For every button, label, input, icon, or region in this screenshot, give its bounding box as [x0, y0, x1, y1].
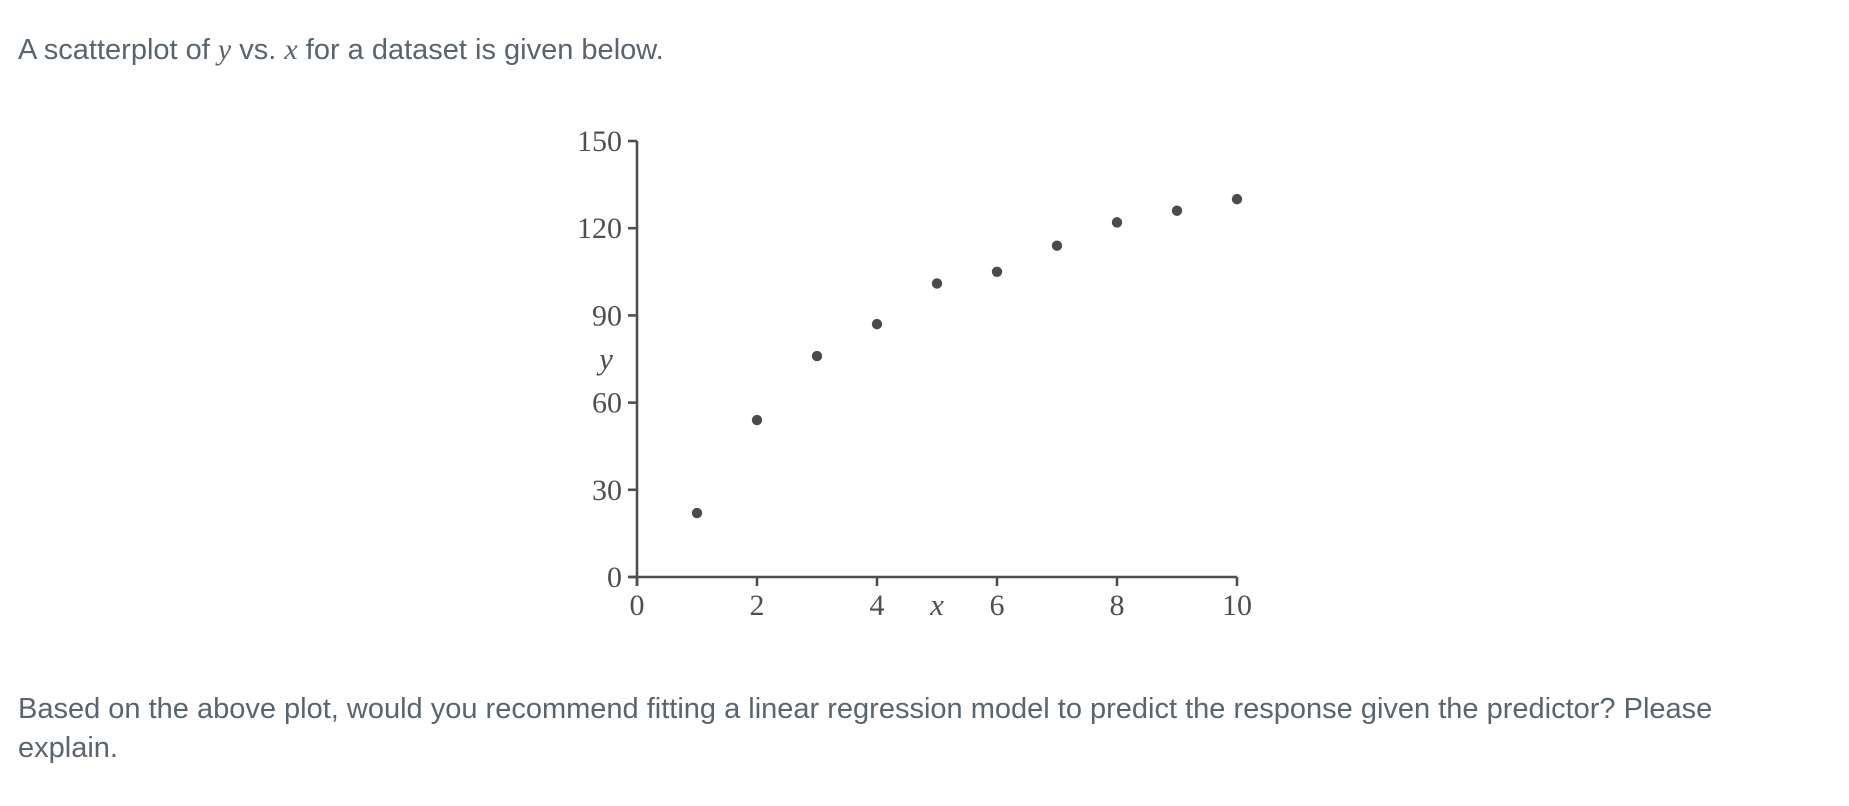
x-axis-title: x [929, 587, 944, 622]
intro-part2: vs. [231, 34, 285, 66]
data-point [1231, 193, 1243, 205]
x-tick-label: 10 [1222, 589, 1252, 622]
intro-paragraph: A scatterplot of y vs. x for a dataset i… [18, 30, 1758, 70]
data-point [691, 507, 703, 519]
y-axis-title: y [596, 341, 613, 376]
intro-part1: A scatterplot of [18, 34, 218, 66]
data-point [751, 414, 763, 426]
intro-part3: for a dataset is given below. [297, 34, 664, 66]
x-tick-label: 6 [990, 589, 1005, 622]
y-tick-label: 90 [592, 299, 622, 332]
x-tick-label: 2 [750, 589, 765, 622]
scatterplot: 0 30 60 90 120 150 0 2 4 6 8 10 y x [577, 125, 1252, 622]
data-point [1051, 240, 1063, 251]
data-point [1111, 217, 1123, 228]
data-point [811, 350, 823, 362]
x-tick-label: 4 [870, 589, 885, 622]
y-tick-label: 0 [607, 561, 622, 594]
data-point [991, 266, 1003, 277]
y-tick-label: 30 [592, 474, 622, 507]
x-tick-label: 0 [630, 589, 645, 622]
data-point [871, 318, 883, 330]
intro-var-x: x [284, 33, 298, 66]
x-tick-label: 8 [1110, 589, 1125, 622]
data-point [1171, 205, 1183, 216]
question-paragraph: Based on the above plot, would you recom… [18, 693, 1713, 764]
intro-var-y: y [217, 33, 232, 66]
y-tick-label: 150 [577, 125, 622, 158]
y-tick-label: 60 [592, 387, 622, 420]
data-point [931, 278, 943, 289]
y-tick-label: 120 [577, 212, 622, 245]
axis-lines [628, 141, 1237, 586]
